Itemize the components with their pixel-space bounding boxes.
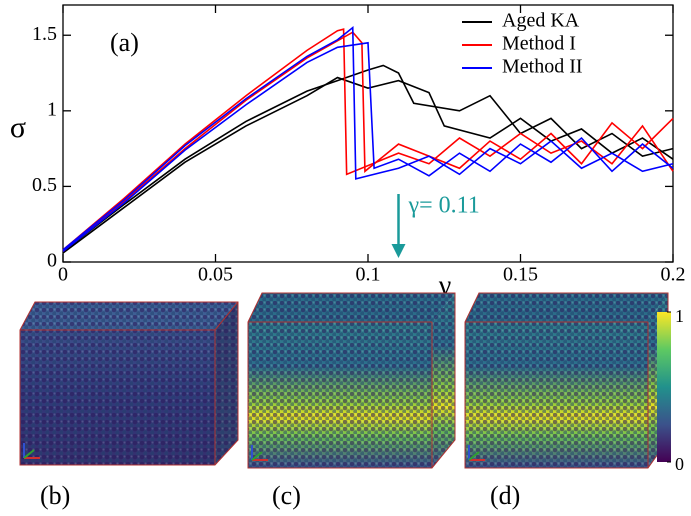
- curve: [62, 64, 674, 253]
- curve: [62, 76, 674, 254]
- panel-label: (c): [272, 481, 301, 510]
- y-tick-label: 1: [47, 98, 57, 120]
- panel-label: (d): [490, 481, 520, 510]
- curve: [62, 41, 674, 253]
- x-tick-label: 0.05: [198, 264, 233, 286]
- legend-label: Method I: [502, 33, 576, 55]
- curve: [62, 28, 674, 251]
- render-d: [464, 292, 669, 469]
- x-tick-label: 0.15: [503, 264, 538, 286]
- x-tick-label: 0.1: [356, 264, 381, 286]
- annotation-arrowhead: [391, 244, 406, 258]
- colorbar-tick-label: 0: [675, 454, 684, 474]
- colorbar: [657, 312, 671, 462]
- legend-label: Method II: [502, 56, 583, 78]
- panel-label: (b): [40, 481, 70, 510]
- legend-label: Aged KA: [502, 10, 580, 32]
- y-tick-label: 0: [47, 250, 57, 272]
- y-tick-label: 1.5: [32, 23, 57, 45]
- curve: [62, 26, 674, 251]
- y-axis-label: σ: [10, 111, 26, 144]
- render-c: [247, 292, 456, 469]
- annotation: γ= 0.11: [408, 193, 480, 219]
- curve: [62, 31, 674, 253]
- colorbar-tick-label: 1: [675, 306, 684, 326]
- x-tick-label: 0: [58, 264, 68, 286]
- panel-label: (a): [110, 28, 139, 57]
- render-b: [19, 301, 239, 466]
- y-tick-label: 0.5: [32, 174, 57, 196]
- x-tick-label: 0.2: [661, 264, 686, 286]
